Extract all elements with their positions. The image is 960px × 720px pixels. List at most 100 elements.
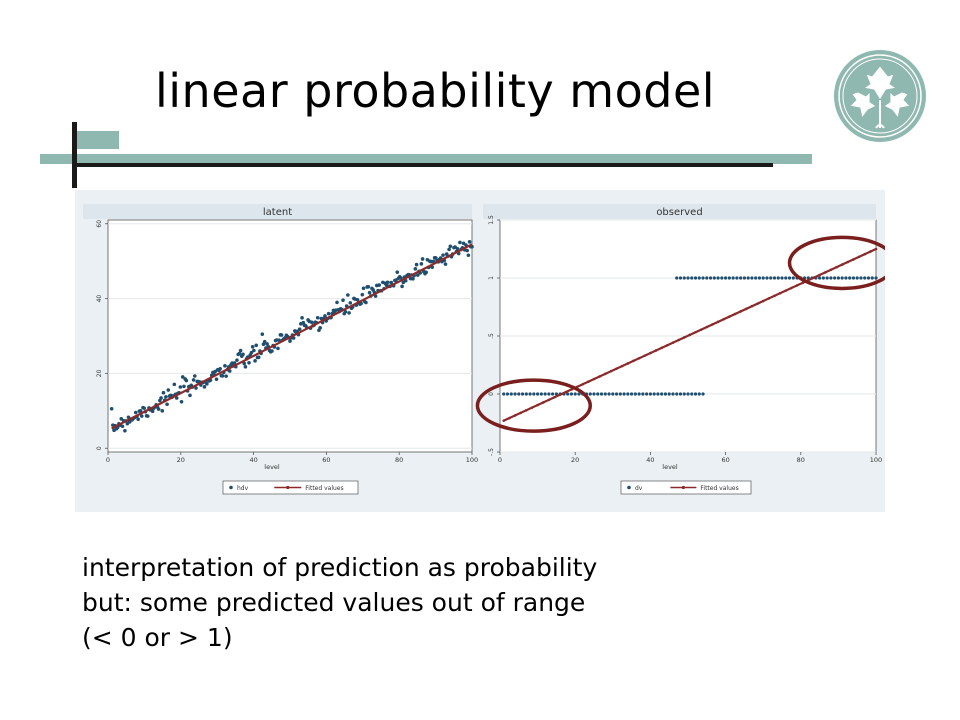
legend-label-line: Fitted values: [700, 485, 738, 492]
fitted-point: [603, 372, 607, 376]
title-decoration: [40, 122, 812, 188]
fitted-point: [620, 364, 624, 368]
legend-marker-line-dot: [681, 485, 686, 490]
fitted-point: [502, 419, 506, 422]
series-dv: [502, 276, 878, 396]
data-point: [836, 276, 841, 280]
fitted-line: [111, 243, 473, 430]
fitted-point: [874, 247, 878, 251]
data-point: [682, 392, 686, 396]
data-point: [270, 349, 274, 353]
data-point: [443, 262, 448, 266]
x-tick-label: 40: [646, 456, 654, 464]
data-point: [193, 374, 197, 378]
data-point: [686, 392, 690, 396]
y-tick-label: -.5: [488, 448, 495, 456]
data-point: [253, 359, 257, 363]
fitted-point: [530, 406, 534, 409]
data-point: [223, 364, 227, 368]
fitted-point: [558, 393, 562, 396]
x-tick-label: 100: [466, 456, 478, 464]
data-point: [411, 276, 415, 281]
plot-area: [107, 219, 473, 453]
fitted-point: [823, 271, 827, 274]
data-point: [367, 290, 372, 295]
data-point: [347, 311, 351, 315]
data-point: [720, 276, 724, 280]
fitted-point: [705, 325, 709, 329]
data-point: [686, 276, 690, 280]
data-point: [265, 342, 269, 346]
data-point: [256, 355, 261, 360]
data-point: [520, 392, 525, 396]
data-point: [851, 276, 856, 280]
data-point: [566, 392, 570, 396]
data-point: [682, 276, 686, 280]
y-tick-label: .5: [488, 333, 495, 339]
fitted-point: [615, 367, 618, 370]
data-point: [505, 392, 510, 396]
data-point: [145, 414, 150, 418]
fitted-point: [790, 286, 793, 290]
fitted-point: [716, 320, 720, 324]
data-point: [441, 253, 445, 257]
data-point: [178, 385, 183, 389]
data-point: [690, 392, 694, 396]
data-point: [194, 386, 198, 390]
data-point: [160, 409, 165, 413]
fitted-point: [609, 369, 613, 373]
data-point: [701, 392, 705, 396]
data-point: [424, 270, 429, 275]
fitted-point: [536, 403, 539, 407]
fitted-point: [553, 395, 556, 399]
data-point: [618, 392, 622, 396]
data-point: [705, 276, 709, 280]
fitted-point: [519, 411, 522, 415]
fitted-point: [654, 349, 658, 352]
fitted-point: [750, 304, 754, 308]
data-point: [465, 248, 469, 253]
x-tick-label: 80: [797, 456, 805, 464]
x-tick-label: 60: [322, 456, 330, 464]
data-point: [611, 392, 615, 396]
data-point: [235, 358, 239, 362]
data-point: [161, 390, 166, 395]
data-point: [139, 414, 144, 418]
fitted-point: [722, 317, 726, 321]
data-point: [182, 384, 186, 389]
data-point: [742, 276, 747, 280]
x-tick-label: 100: [870, 456, 882, 464]
fitted-point: [666, 343, 669, 347]
x-tick-label: 60: [721, 456, 729, 464]
data-point: [279, 333, 284, 337]
fitted-point: [581, 382, 585, 386]
fitted-point: [739, 310, 742, 313]
data-point: [309, 320, 314, 325]
x-axis-label: level: [662, 463, 678, 471]
data-point: [466, 253, 471, 258]
data-point: [536, 392, 540, 396]
data-point: [247, 360, 251, 365]
legend-label-line: Fitted values: [305, 485, 343, 492]
fitted-point: [846, 260, 850, 264]
data-point: [818, 276, 822, 280]
data-point: [297, 327, 302, 331]
fitted-point: [835, 265, 838, 269]
fitted-point: [677, 338, 680, 342]
highlight-ellipse: [475, 378, 592, 433]
data-point: [399, 276, 403, 280]
data-point: [791, 276, 795, 280]
x-tick-label: 80: [395, 456, 403, 464]
fitted-point: [829, 268, 833, 272]
data-point: [833, 276, 837, 280]
fitted-point: [711, 323, 714, 326]
fitted-point: [671, 341, 675, 344]
legend-marker-points: [229, 485, 233, 490]
data-point: [191, 378, 196, 382]
legend-label-points: hdv: [237, 485, 249, 492]
data-point: [863, 276, 867, 280]
x-tick-label: 20: [177, 456, 185, 464]
legend-label-points: dv: [635, 485, 643, 492]
fitted-point: [784, 289, 788, 292]
data-point: [675, 276, 679, 280]
